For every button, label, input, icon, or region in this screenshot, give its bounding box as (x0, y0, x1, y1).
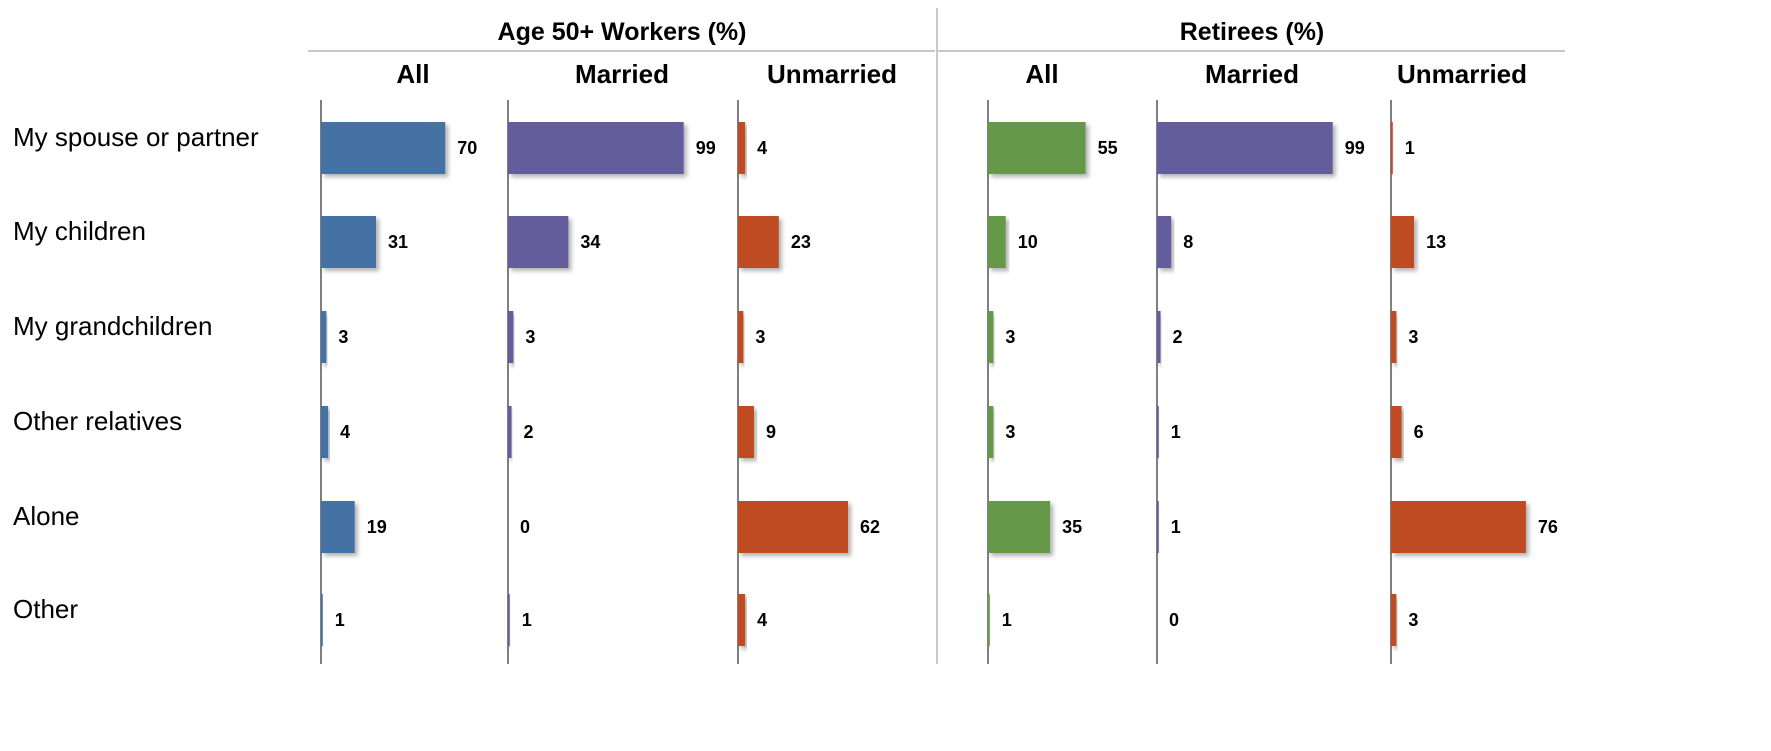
bar (988, 122, 1086, 174)
divider-lines (308, 8, 1565, 664)
bar-value-label: 23 (791, 232, 811, 252)
panel-title: All (1025, 59, 1058, 89)
bar (321, 216, 377, 268)
bar (738, 122, 746, 174)
panel: 1 13 3 6 76 3 (1390, 100, 1558, 664)
category-label: Other (13, 594, 78, 624)
bar-value-label: 4 (340, 422, 350, 442)
bar (321, 406, 329, 458)
bar (1391, 501, 1526, 553)
bar-value-label: 1 (1405, 138, 1415, 158)
panel: 99 8 2 1 1 0 (1156, 100, 1365, 664)
bar-value-label: 99 (696, 138, 716, 158)
bar (321, 501, 355, 553)
category-label: Alone (13, 501, 80, 531)
panel: 4 23 3 9 62 4 (737, 100, 880, 664)
bar (738, 216, 779, 268)
bar (1391, 594, 1397, 646)
bar (1157, 122, 1333, 174)
bar-value-label: 0 (1169, 610, 1179, 630)
bar-value-label: 31 (388, 232, 408, 252)
bar (1391, 311, 1397, 363)
bar (988, 311, 994, 363)
bar-value-label: 3 (1408, 610, 1418, 630)
bar-value-label: 62 (860, 517, 880, 537)
bar-value-label: 99 (1345, 138, 1365, 158)
bar-value-label: 1 (1002, 610, 1012, 630)
panel-title: Unmarried (767, 59, 897, 89)
bar-value-label: 4 (757, 610, 767, 630)
bar (988, 216, 1006, 268)
panel-title: Married (1205, 59, 1299, 89)
bar-value-label: 3 (1005, 422, 1015, 442)
bar (508, 216, 569, 268)
bar (738, 311, 744, 363)
bar (738, 406, 754, 458)
bar (1391, 406, 1402, 458)
bar (321, 311, 327, 363)
category-label: Other relatives (13, 406, 182, 436)
panel-title: All (396, 59, 429, 89)
bar (1157, 216, 1172, 268)
bar-value-label: 1 (335, 610, 345, 630)
bar-value-label: 2 (524, 422, 534, 442)
bar-value-label: 1 (1171, 517, 1181, 537)
bar-value-label: 3 (1408, 327, 1418, 347)
bar-value-label: 10 (1018, 232, 1038, 252)
bar-value-label: 8 (1183, 232, 1193, 252)
bar-value-label: 0 (520, 517, 530, 537)
bar-value-label: 2 (1173, 327, 1183, 347)
category-label: My children (13, 216, 146, 246)
bar-value-label: 55 (1098, 138, 1118, 158)
bar-value-label: 3 (755, 327, 765, 347)
bar-panels: 7031341919934320142339624551033351998211… (320, 100, 1558, 664)
bar (988, 501, 1051, 553)
bar-value-label: 19 (367, 517, 387, 537)
bar-value-label: 3 (525, 327, 535, 347)
bar (1157, 406, 1159, 458)
panel: 99 34 3 2 0 1 (507, 100, 716, 664)
bar (1157, 311, 1161, 363)
group-title: Retirees (%) (1180, 18, 1325, 46)
bar-value-label: 9 (766, 422, 776, 442)
bar-value-label: 76 (1538, 517, 1558, 537)
bar (508, 594, 510, 646)
bar-value-label: 70 (457, 138, 477, 158)
bar-value-label: 3 (338, 327, 348, 347)
bar (1391, 216, 1415, 268)
bar-value-label: 1 (1171, 422, 1181, 442)
bar (738, 501, 849, 553)
bar (508, 311, 514, 363)
bar-value-label: 3 (1005, 327, 1015, 347)
bar-value-label: 35 (1062, 517, 1082, 537)
bar (321, 594, 323, 646)
bar (1391, 122, 1393, 174)
category-label: My grandchildren (13, 311, 212, 341)
panel-title: Married (575, 59, 669, 89)
bar (508, 122, 684, 174)
bar (988, 594, 990, 646)
panel: 55 10 3 3 35 1 (987, 100, 1118, 664)
row-labels: My spouse or partner My children My grandc… (13, 122, 259, 624)
bar-value-label: 6 (1414, 422, 1424, 442)
bar (988, 406, 994, 458)
panel-title: Unmarried (1397, 59, 1527, 89)
category-label: My spouse or partner (13, 122, 259, 152)
bar-value-label: 13 (1426, 232, 1446, 252)
panel: 70 31 3 4 19 1 (320, 100, 477, 664)
chart-titles: Age 50+ Workers (%) All Married Unmarried Re… (396, 18, 1527, 89)
bar (321, 122, 446, 174)
bar-value-label: 1 (522, 610, 532, 630)
bar (1157, 501, 1159, 553)
group-title: Age 50+ Workers (%) (498, 18, 747, 46)
bar-value-label: 34 (580, 232, 600, 252)
bar-value-label: 4 (757, 138, 767, 158)
bar (738, 594, 746, 646)
bar (508, 406, 512, 458)
